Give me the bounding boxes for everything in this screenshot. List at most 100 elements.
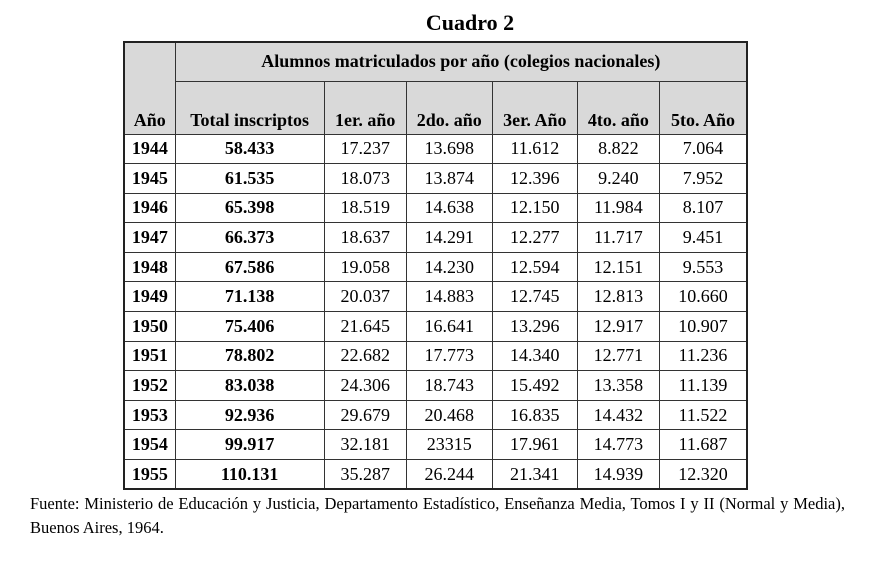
table-cell: 14.230	[405, 251, 493, 283]
table-cell: 22.682	[323, 340, 407, 372]
table-cell: 110.131	[174, 459, 325, 490]
table-cell: 13.296	[491, 311, 578, 342]
table-cell: 14.883	[405, 281, 493, 313]
column-header: Año	[123, 41, 176, 135]
table-title: Cuadro 2	[425, 10, 515, 35]
table-body: 1944 58.433 17.237 13.698 11.612 8.822 7.064 19…	[123, 133, 748, 490]
table-cell: 10.660	[658, 281, 748, 313]
table-cell: 7.952	[658, 163, 748, 194]
table-cell: 15.492	[491, 370, 578, 401]
table-cell: 18.519	[323, 192, 407, 224]
table-cell: 13.358	[576, 370, 660, 401]
table-cell: 12.813	[576, 281, 660, 313]
table-row: 1947 66.373 18.637 14.291 12.277 11.717 9.451	[123, 222, 748, 253]
table-cell: 11.139	[658, 370, 748, 401]
table-row: 1945 61.535 18.073 13.874 12.396 9.240 7.952	[123, 163, 748, 194]
table-cell: 78.802	[174, 340, 325, 372]
table-cell: 10.907	[658, 311, 748, 342]
table-cell: 29.679	[323, 399, 407, 431]
table-cell: 11.984	[576, 192, 660, 224]
table-row: 1951 78.802 22.682 17.773 14.340 12.771 11.236	[123, 340, 748, 372]
table-cell: 21.645	[323, 311, 407, 342]
table-cell: 32.181	[323, 429, 407, 461]
table-cell: 12.917	[576, 311, 660, 342]
table-cell: 8.107	[658, 192, 748, 224]
table-cell: 1946	[123, 192, 176, 224]
table-cell: 26.244	[405, 459, 493, 490]
table-cell: 14.638	[405, 192, 493, 224]
table-cell: 13.698	[405, 133, 493, 165]
table-cell: 7.064	[658, 133, 748, 165]
table-cell: 35.287	[323, 459, 407, 490]
table-cell: 12.745	[491, 281, 578, 313]
table-row: 1953 92.936 29.679 20.468 16.835 14.432 11.522	[123, 399, 748, 431]
table-row: 1950 75.406 21.645 16.641 13.296 12.917 10.907	[123, 311, 748, 342]
table-cell: 1950	[123, 311, 176, 342]
table-cell: 19.058	[323, 251, 407, 283]
table-cell: 1947	[123, 222, 176, 253]
table-cell: 24.306	[323, 370, 407, 401]
table-row: 1944 58.433 17.237 13.698 11.612 8.822 7.064	[123, 133, 748, 165]
table-cell: 14.432	[576, 399, 660, 431]
table-row: 1948 67.586 19.058 14.230 12.594 12.151 9.553	[123, 251, 748, 283]
table-cell: 17.237	[323, 133, 407, 165]
table-cell: 20.037	[323, 281, 407, 313]
column-header: 2do. año	[405, 80, 493, 135]
table-cell: 1952	[123, 370, 176, 401]
table-cell: 12.151	[576, 251, 660, 283]
table-cell: 67.586	[174, 251, 325, 283]
table-cell: 1944	[123, 133, 176, 165]
table-cell: 99.917	[174, 429, 325, 461]
table-cell: 1955	[123, 459, 176, 490]
table-cell: 14.340	[491, 340, 578, 372]
group-header: Alumnos matriculados por año (colegios n…	[174, 41, 748, 82]
table-cell: 1945	[123, 163, 176, 194]
table-cell: 18.073	[323, 163, 407, 194]
table-cell: 11.236	[658, 340, 748, 372]
table-cell: 12.771	[576, 340, 660, 372]
table-cell: 13.874	[405, 163, 493, 194]
table-cell: 12.150	[491, 192, 578, 224]
table-cell: 12.320	[658, 459, 748, 490]
table-cell: 23315	[405, 429, 493, 461]
table-row: 1952 83.038 24.306 18.743 15.492 13.358 11.139	[123, 370, 748, 401]
table-cell: 14.773	[576, 429, 660, 461]
enrollment-table: Año Alumnos matriculados por año (colegi…	[123, 41, 748, 491]
table-cell: 65.398	[174, 192, 325, 224]
table-cell: 11.522	[658, 399, 748, 431]
table-cell: 92.936	[174, 399, 325, 431]
table-header: Año Alumnos matriculados por año (colegi…	[123, 41, 748, 135]
table-row: 1946 65.398 18.519 14.638 12.150 11.984 8.107	[123, 192, 748, 224]
table-cell: 14.939	[576, 459, 660, 490]
table-cell: 1953	[123, 399, 176, 431]
table-cell: 21.341	[491, 459, 578, 490]
table-cell: 58.433	[174, 133, 325, 165]
table-cell: 1954	[123, 429, 176, 461]
table-cell: 12.594	[491, 251, 578, 283]
table-row: 1949 71.138 20.037 14.883 12.745 12.813 10.660	[123, 281, 748, 313]
table-cell: 18.637	[323, 222, 407, 253]
table-row: 1955 110.131 35.287 26.244 21.341 14.939 12.32…	[123, 459, 748, 490]
table-cell: 17.961	[491, 429, 578, 461]
table-cell: 20.468	[405, 399, 493, 431]
column-header: 3er. Año	[491, 80, 578, 135]
table-cell: 9.451	[658, 222, 748, 253]
table-cell: 12.277	[491, 222, 578, 253]
table-cell: 16.641	[405, 311, 493, 342]
column-header: Total inscriptos	[174, 80, 325, 135]
header-row: Año Alumnos matriculados por año (colegi…	[123, 41, 748, 135]
table-cell: 14.291	[405, 222, 493, 253]
table-cell: 11.687	[658, 429, 748, 461]
table-cell: 66.373	[174, 222, 325, 253]
column-header: 5to. Año	[658, 80, 748, 135]
column-header: 4to. año	[576, 80, 660, 135]
source-note: Fuente: Ministerio de Educación y Justic…	[30, 494, 845, 537]
table-cell: 75.406	[174, 311, 325, 342]
table-cell: 12.396	[491, 163, 578, 194]
table-cell: 9.240	[576, 163, 660, 194]
header-row: Total inscriptos 1er. año 2do. año 3er. Año…	[124, 80, 748, 135]
table-row: 1954 99.917 32.181 23315 17.961 14.773 11.687	[123, 429, 748, 461]
table-cell: 17.773	[405, 340, 493, 372]
table-cell: 11.612	[491, 133, 578, 165]
